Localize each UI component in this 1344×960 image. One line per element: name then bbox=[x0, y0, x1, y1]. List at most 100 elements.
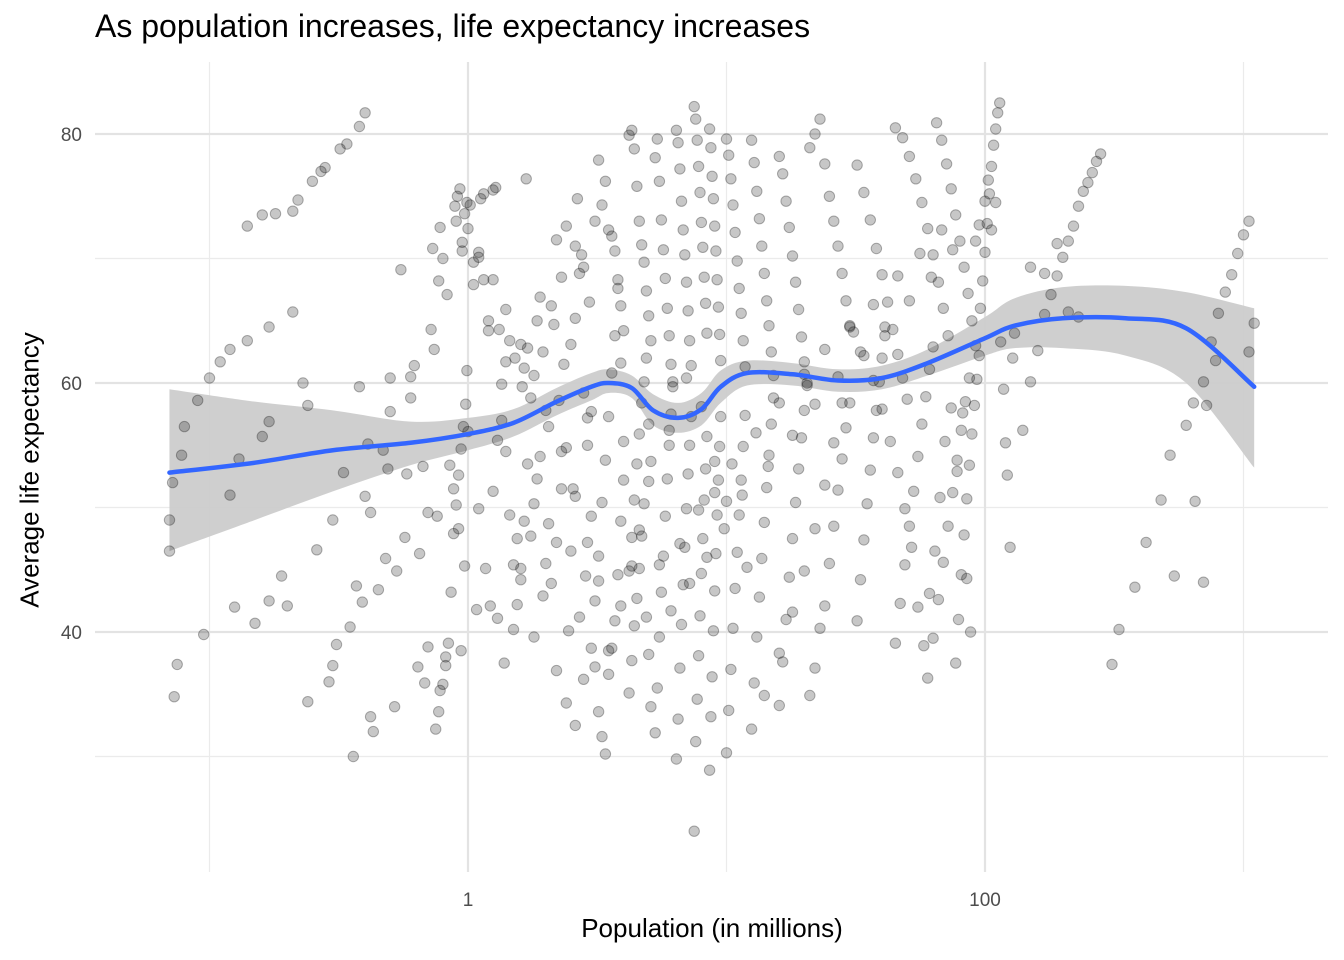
data-point bbox=[955, 569, 967, 581]
data-point bbox=[920, 391, 932, 403]
data-point bbox=[585, 510, 597, 522]
data-point bbox=[617, 435, 630, 448]
data-point bbox=[731, 546, 743, 558]
data-point bbox=[643, 310, 655, 322]
data-point bbox=[628, 620, 640, 632]
data-point bbox=[516, 381, 528, 393]
y-tick-label: 80 bbox=[61, 125, 82, 146]
data-point bbox=[903, 520, 916, 532]
data-point bbox=[847, 326, 860, 338]
data-point bbox=[661, 473, 673, 485]
data-point bbox=[675, 195, 688, 207]
data-point bbox=[701, 430, 713, 443]
data-point bbox=[792, 463, 805, 475]
data-point bbox=[263, 595, 275, 607]
data-point bbox=[832, 484, 844, 496]
data-point bbox=[545, 577, 557, 590]
data-point bbox=[1209, 354, 1222, 367]
data-point bbox=[940, 158, 953, 170]
data-point bbox=[537, 590, 549, 602]
data-point bbox=[319, 161, 331, 174]
data-point bbox=[628, 494, 640, 506]
data-point bbox=[823, 557, 836, 570]
data-point bbox=[780, 613, 792, 626]
data-point bbox=[589, 595, 601, 607]
data-point bbox=[645, 335, 657, 347]
data-point bbox=[889, 122, 902, 134]
data-point bbox=[573, 267, 586, 280]
data-point bbox=[493, 323, 505, 336]
data-point bbox=[680, 372, 693, 384]
data-point bbox=[945, 402, 957, 414]
data-point bbox=[819, 158, 831, 170]
data-point bbox=[828, 215, 840, 227]
data-point bbox=[558, 358, 570, 370]
data-point bbox=[643, 648, 655, 661]
data-point bbox=[927, 341, 939, 353]
data-point bbox=[651, 682, 663, 694]
data-point bbox=[292, 194, 304, 206]
data-point bbox=[511, 598, 523, 611]
data-point bbox=[602, 410, 615, 423]
x-tick-label: 100 bbox=[969, 890, 1001, 911]
data-point bbox=[1024, 376, 1037, 388]
data-point bbox=[745, 134, 758, 146]
data-point bbox=[739, 361, 751, 373]
data-point bbox=[263, 415, 275, 428]
data-point bbox=[814, 622, 826, 634]
data-point bbox=[434, 684, 446, 697]
data-point bbox=[579, 570, 592, 582]
data-point bbox=[979, 195, 991, 207]
data-point bbox=[542, 420, 555, 433]
data-point bbox=[1243, 215, 1255, 227]
data-point bbox=[836, 453, 848, 465]
data-point bbox=[912, 601, 924, 613]
data-point bbox=[1077, 185, 1090, 198]
data-point bbox=[1197, 576, 1210, 588]
data-point bbox=[437, 252, 449, 265]
data-point bbox=[275, 570, 288, 582]
data-point bbox=[214, 356, 226, 368]
data-point bbox=[997, 383, 1010, 395]
data-point bbox=[633, 524, 645, 536]
data-point bbox=[525, 392, 537, 404]
data-point bbox=[985, 224, 998, 236]
x-tick-label: 1 bbox=[463, 890, 474, 911]
data-point bbox=[999, 437, 1012, 449]
data-point bbox=[224, 343, 236, 356]
data-point bbox=[504, 335, 516, 347]
data-point bbox=[710, 245, 722, 257]
data-point bbox=[758, 267, 770, 280]
data-point bbox=[937, 302, 949, 314]
data-point bbox=[767, 392, 780, 404]
data-point bbox=[809, 398, 821, 410]
data-point bbox=[691, 693, 703, 705]
data-point bbox=[990, 123, 1002, 135]
data-point bbox=[391, 565, 403, 577]
data-point bbox=[434, 221, 446, 234]
data-point bbox=[737, 440, 749, 453]
data-point bbox=[987, 139, 1000, 151]
data-point bbox=[606, 642, 618, 654]
data-point bbox=[302, 399, 314, 412]
data-point bbox=[628, 143, 640, 155]
data-point bbox=[695, 216, 708, 229]
data-point bbox=[748, 156, 760, 169]
data-point bbox=[655, 586, 668, 598]
data-point bbox=[334, 143, 346, 155]
data-point bbox=[461, 196, 473, 209]
data-point bbox=[758, 516, 770, 529]
data-point bbox=[550, 234, 563, 246]
data-point bbox=[663, 424, 675, 436]
data-point bbox=[715, 354, 727, 367]
data-point bbox=[753, 213, 766, 225]
data-point bbox=[741, 561, 753, 573]
data-point bbox=[1237, 229, 1250, 241]
data-point bbox=[712, 301, 725, 313]
data-point bbox=[441, 288, 453, 301]
data-point bbox=[602, 645, 615, 657]
data-point bbox=[645, 455, 657, 468]
data-point bbox=[478, 188, 490, 200]
data-point bbox=[364, 711, 377, 723]
